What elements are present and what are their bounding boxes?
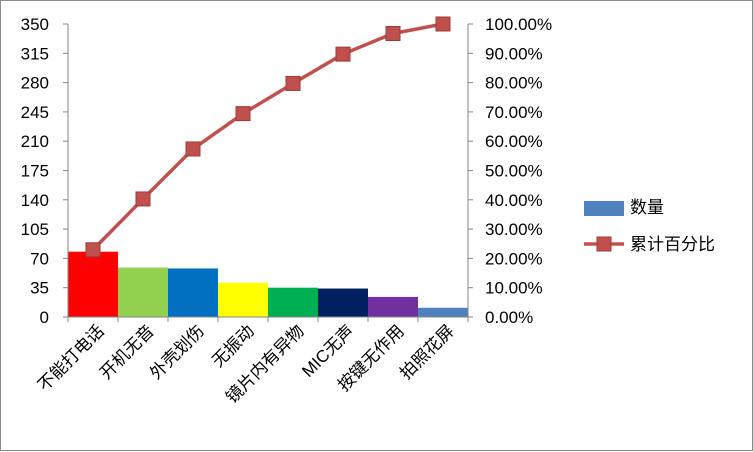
right-tick-label: 40.00% [485,191,543,210]
right-tick-label: 30.00% [485,220,543,239]
line-point-6 [335,46,351,62]
line-point-5 [285,75,301,91]
bar-8 [418,307,468,317]
left-tick-label: 175 [21,162,49,181]
category-label: 外壳划伤 [146,321,208,383]
category-label: 无振动 [208,321,257,370]
right-axis-tick-labels: 0.00% 10.00% 20.00% 30.00% 40.00% 50.00% 60.00… [485,15,552,327]
right-tick-label: 70.00% [485,103,543,122]
right-tick-label: 10.00% [485,279,543,298]
category-label: 不能打电话 [34,321,108,395]
axes [63,23,473,322]
bar-3 [168,268,218,317]
left-tick-label: 245 [21,103,49,122]
right-tick-label: 20.00% [485,249,543,268]
left-tick-label: 0 [40,308,49,327]
bar-2 [118,267,168,317]
left-tick-label: 315 [21,44,49,63]
line-point-1 [85,242,101,258]
bar-4 [218,282,268,317]
left-tick-label: 280 [21,74,49,93]
category-label: 开机无音 [96,321,158,383]
right-tick-label: 0.00% [485,308,533,327]
left-tick-label: 70 [30,249,49,268]
legend-label-line: 累计百分比 [630,235,715,255]
legend-swatch-bar [584,201,624,216]
left-tick-label: 105 [21,220,49,239]
line-point-2 [135,191,151,207]
cumulative-line [91,22,444,252]
bar-1 [68,251,118,317]
bar-5 [268,287,318,317]
bar-7 [368,296,418,317]
line-point-3 [185,141,201,157]
line-point-8 [435,16,451,32]
line-point-4 [235,106,251,122]
left-axis-tick-labels: 0 35 70 105 140 175 210 245 280 315 350 [21,15,49,327]
legend-label-bar: 数量 [630,198,664,218]
left-tick-label: 350 [21,15,49,34]
bar-series [68,251,468,317]
right-tick-label: 60.00% [485,132,543,151]
right-tick-label: 80.00% [485,74,543,93]
cumulative-line-series [85,16,451,258]
right-tick-label: 90.00% [485,44,543,63]
left-tick-label: 140 [21,191,49,210]
left-tick-label: 35 [30,279,49,298]
right-tick-label: 50.00% [485,162,543,181]
category-label: 拍照花屏 [396,321,458,383]
bar-6 [318,288,368,317]
right-tick-label: 100.00% [485,15,552,34]
left-tick-label: 210 [21,132,49,151]
line-point-7 [385,25,401,41]
legend-swatch-marker [596,236,612,252]
